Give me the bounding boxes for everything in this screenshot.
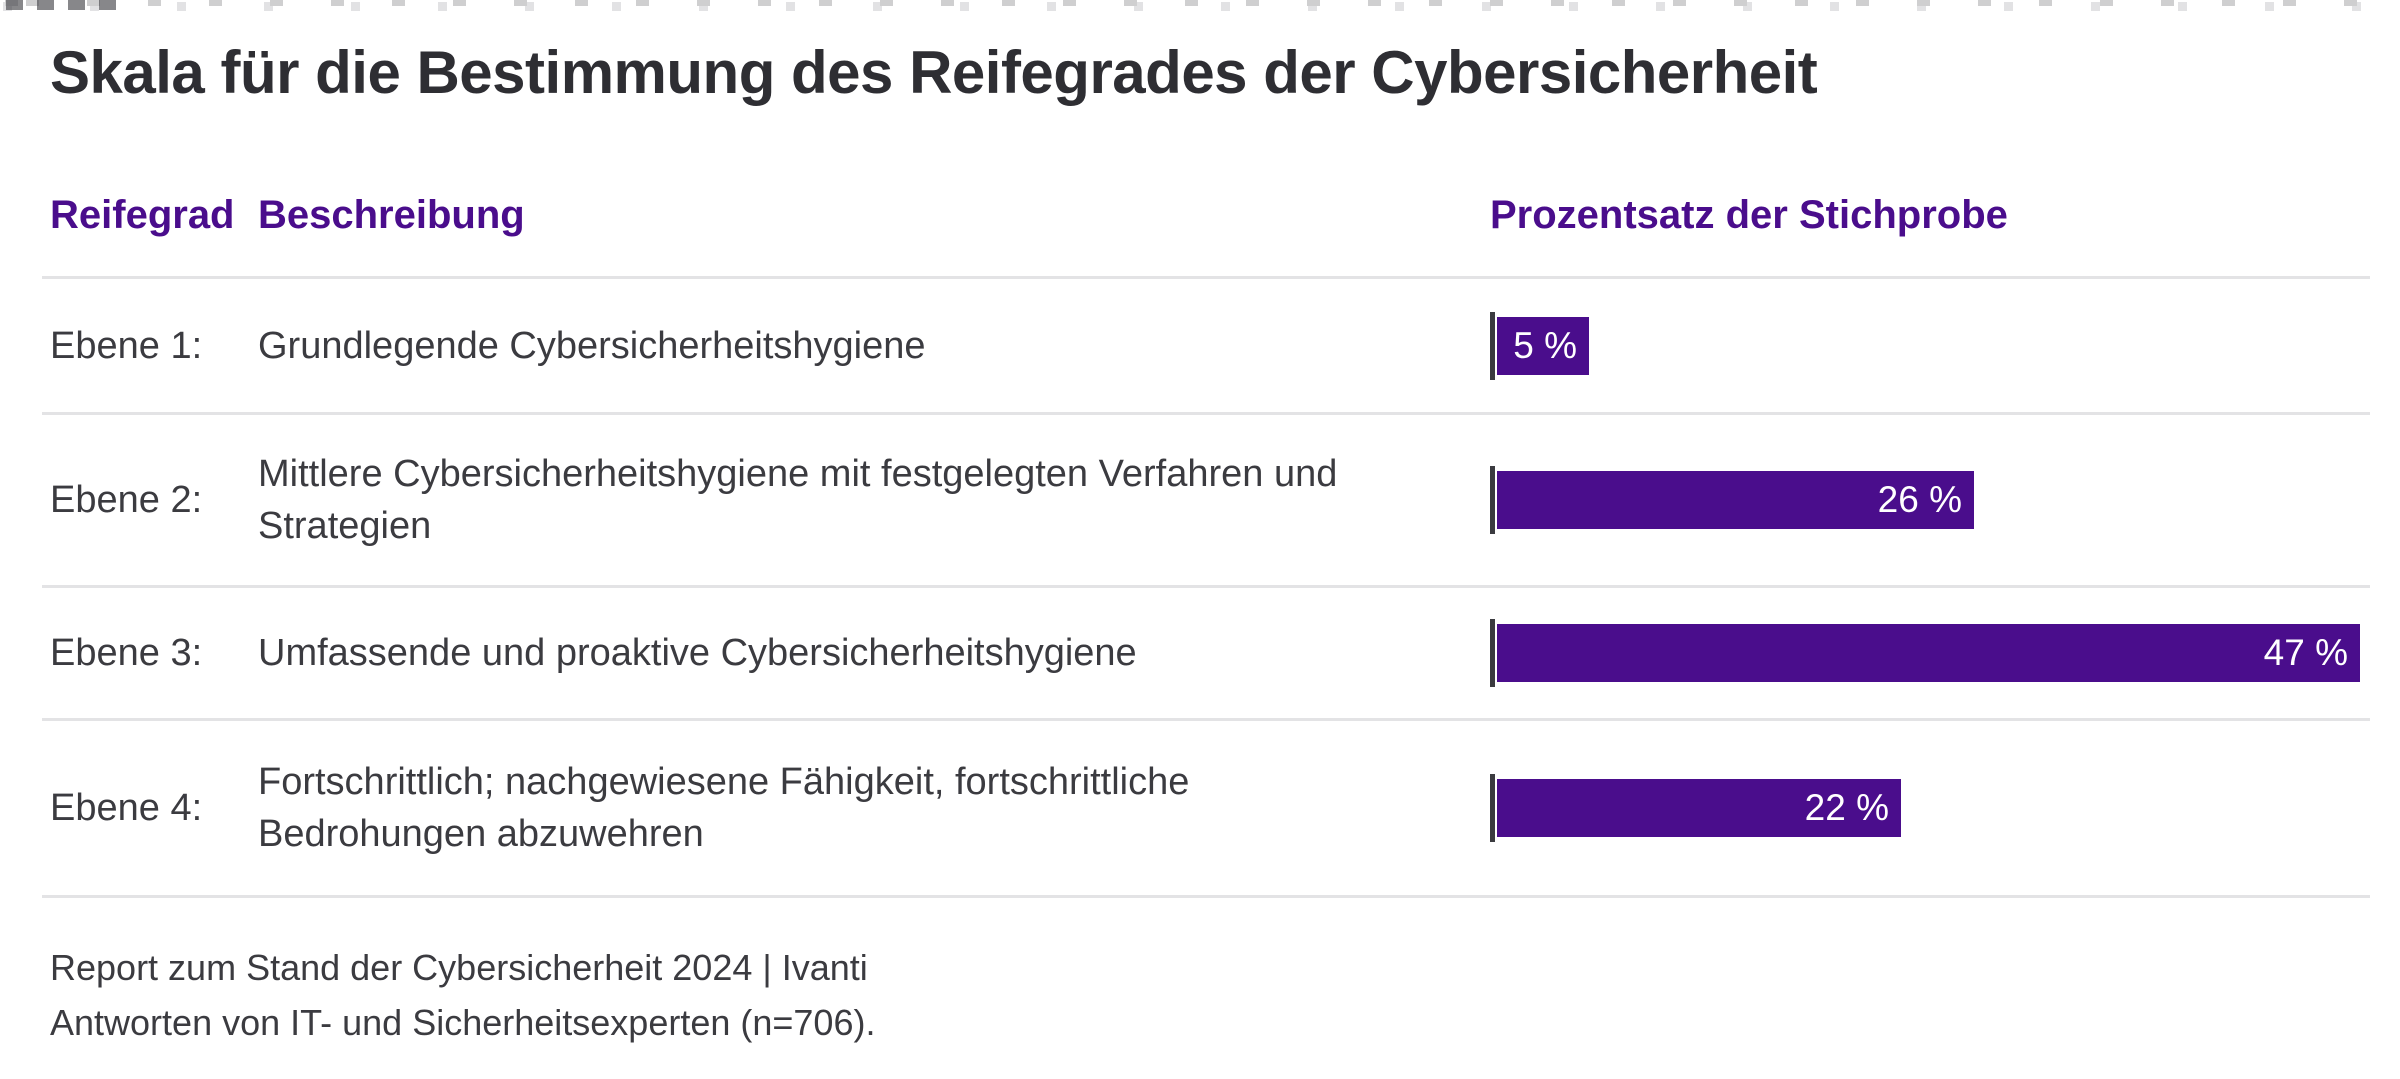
column-header-reifegrad: Reifegrad <box>50 193 235 237</box>
source-footer: Report zum Stand der Cybersicherheit 202… <box>50 940 875 1050</box>
level-label: Ebene 3: <box>50 632 203 674</box>
bar-value-label: 22 % <box>1804 787 1889 828</box>
page-title: Skala für die Bestimmung des Reifegrades… <box>50 39 1818 106</box>
level-description: Umfassende und proaktive Cybersicherheit… <box>258 632 1137 674</box>
level-description: Grundlegende Cybersicherheitshygiene <box>258 324 926 367</box>
axis-baseline-tick <box>1490 466 1495 534</box>
maturity-table: Reifegrad Beschreibung Prozentsatz der S… <box>0 100 2400 898</box>
level-description: Mittlere Cybersicherheitshygiene mit fes… <box>258 453 1338 547</box>
row-divider <box>42 895 2370 898</box>
axis-baseline-tick <box>1490 774 1495 842</box>
bar-cell: 22 % <box>1490 721 2400 895</box>
table-row-ebene-2: Ebene 2: Mittlere Cybersicherheitshygien… <box>0 415 2400 585</box>
bar-value-label: 47 % <box>2263 632 2348 673</box>
source-line-2: Antworten von IT- und Sicherheitsexperte… <box>50 1002 876 1043</box>
source-line-1: Report zum Stand der Cybersicherheit 202… <box>50 947 868 988</box>
column-header-beschreibung: Beschreibung <box>258 193 525 237</box>
bar-value-label: 5 % <box>1513 324 1577 366</box>
column-header-prozentsatz: Prozentsatz der Stichprobe <box>1490 193 2008 237</box>
level-label: Ebene 1: <box>50 324 203 367</box>
bar-cell: 47 % <box>1490 588 2400 718</box>
table-row-ebene-1: Ebene 1: Grundlegende Cybersicherheitshy… <box>0 279 2400 412</box>
level-description: Fortschrittlich; nachgewiesene Fähigkeit… <box>258 761 1190 855</box>
level-label: Ebene 4: <box>50 787 203 829</box>
bar-ebene-1: 5 % <box>1497 316 1589 375</box>
bar-ebene-4: 22 % <box>1497 779 1901 837</box>
bar-value-label: 26 % <box>1877 479 1962 520</box>
row-divider <box>42 718 2370 721</box>
bar-cell: 5 % <box>1490 279 2400 412</box>
table-header-row: Reifegrad Beschreibung Prozentsatz der S… <box>0 100 2400 276</box>
level-label: Ebene 2: <box>50 479 203 521</box>
row-divider <box>42 585 2370 588</box>
bar-ebene-3: 47 % <box>1497 624 2360 682</box>
row-divider <box>42 412 2370 415</box>
axis-baseline-tick <box>1490 311 1495 380</box>
axis-baseline-tick <box>1490 619 1495 687</box>
bar-ebene-2: 26 % <box>1497 471 1974 529</box>
cropped-text-artifact-left <box>6 0 126 13</box>
table-row-ebene-3: Ebene 3: Umfassende und proaktive Cybers… <box>0 588 2400 718</box>
bar-cell: 26 % <box>1490 415 2400 585</box>
table-row-ebene-4: Ebene 4: Fortschrittlich; nachgewiesene … <box>0 721 2400 895</box>
cropped-text-artifact <box>0 0 2400 13</box>
row-divider <box>42 276 2370 279</box>
